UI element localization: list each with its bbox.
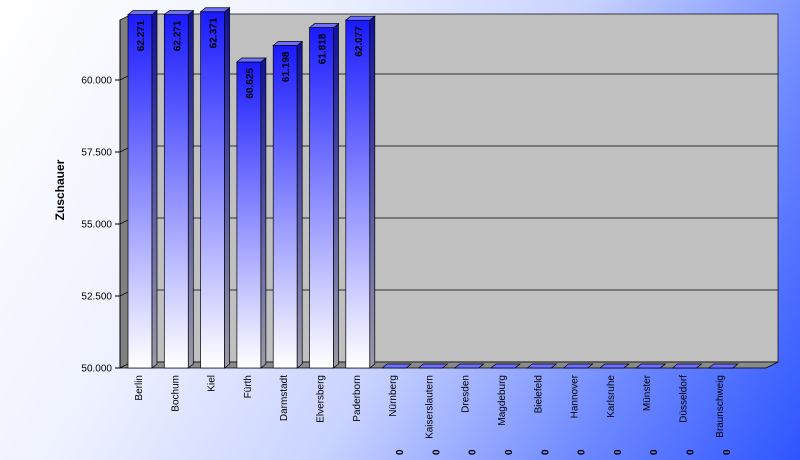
data-label: 0 (613, 449, 624, 455)
bar-top (344, 15, 376, 21)
bar-group: 0 (490, 363, 521, 455)
x-tick-label: Fürth (243, 375, 254, 398)
data-label: 62.371 (209, 17, 220, 48)
bar-side (333, 22, 339, 369)
x-tick-label: Bochum (170, 375, 181, 412)
x-tick-label: Kiel (207, 375, 218, 392)
data-label: 60.625 (245, 68, 256, 99)
x-tick-label: Magdeburg (497, 375, 508, 426)
bar-group: 62.077 (344, 15, 376, 369)
bar-group: 60.625 (235, 57, 267, 369)
bar-top (635, 363, 667, 369)
y-tick-label: 60.000 (81, 76, 112, 87)
data-label: 0 (649, 449, 660, 455)
bar (163, 14, 189, 369)
bar-top (453, 363, 485, 369)
x-tick-label: Bielefeld (533, 375, 544, 413)
bar-top (598, 363, 630, 369)
x-tick-label: Darmstadt (279, 375, 290, 421)
data-label: 0 (431, 449, 442, 455)
data-label: 62.271 (136, 20, 147, 51)
bar-top (235, 57, 267, 63)
bar-group: 61.818 (308, 22, 340, 369)
bar-top (199, 7, 231, 13)
x-tick-label: Paderborn (352, 375, 363, 422)
bar-group: 61.198 (272, 40, 304, 369)
bar-top (308, 23, 340, 28)
bar-group: 0 (562, 363, 594, 455)
data-label: 0 (468, 449, 479, 455)
bar-top (127, 10, 158, 15)
bar-group: 0 (707, 363, 739, 455)
x-tick-label: Elversberg (316, 375, 327, 423)
bars: 62.271 62.271 62.371 60.625 61.198 61.818 62.0… (127, 6, 739, 455)
bar-top (381, 363, 413, 369)
x-tick-label: Münster (642, 374, 653, 411)
bar (200, 11, 225, 369)
data-label: 61.198 (281, 51, 292, 82)
bar (345, 19, 371, 369)
x-tick-label: Berlin (134, 375, 145, 401)
bar-top (490, 363, 521, 369)
x-tick-label: Hannover (570, 374, 581, 418)
bar-top (417, 363, 449, 369)
data-label: 0 (540, 449, 551, 455)
y-tick-label: 55.000 (81, 220, 112, 231)
y-axis-label: Zuschauer (53, 159, 67, 220)
data-label: 0 (577, 449, 588, 455)
data-label: 62.271 (172, 20, 183, 51)
bar-side (224, 6, 230, 369)
y-axis: 50.000 52.500 55.000 57.500 60.000 (81, 20, 121, 375)
bar-top (526, 363, 558, 369)
bar-group: 0 (635, 363, 667, 455)
data-label: 0 (686, 449, 697, 455)
bar (272, 45, 298, 369)
bar-group: 0 (381, 363, 413, 455)
y-tick-label: 50.000 (81, 364, 112, 375)
bar-top (163, 10, 195, 15)
bar-group: 0 (417, 363, 449, 455)
x-tick-label: Karlsruhe (606, 375, 617, 418)
bar-top (272, 41, 304, 46)
bar-group: 0 (526, 363, 558, 455)
bar (309, 27, 334, 369)
y-tick-label: 52.500 (81, 292, 112, 303)
bar-group: 0 (598, 363, 630, 455)
x-tick-label: Braunschweig (715, 375, 726, 438)
data-label: 0 (504, 449, 515, 455)
bar-side (187, 9, 194, 369)
bar (236, 61, 262, 369)
bar-group: 0 (453, 363, 485, 455)
data-label: 0 (395, 449, 406, 455)
bar-side (296, 40, 303, 369)
x-tick-label: Nürnberg (388, 375, 399, 417)
bar-group: 62.271 (163, 9, 195, 369)
x-tick-label: Düsseldorf (679, 375, 690, 423)
bar-side (151, 9, 158, 369)
y-tick-label: 57.500 (81, 148, 112, 159)
bar-group: 0 (671, 363, 703, 455)
data-label: 0 (722, 449, 733, 455)
x-tick-label: Kaiserslautern (424, 375, 435, 439)
bar-top (707, 363, 739, 369)
bar-top (671, 363, 703, 369)
bar-group: 62.371 (199, 6, 231, 369)
x-axis: Berlin Bochum Kiel Fürth Darmstadt Elversberg… (134, 374, 726, 439)
x-tick-label: Dresden (461, 375, 472, 413)
data-label: 62.077 (354, 26, 365, 57)
bar-side (369, 15, 376, 369)
bar (127, 14, 153, 369)
data-label: 61.818 (318, 33, 329, 64)
bar-side (260, 57, 267, 369)
bar-group: 62.271 (127, 9, 158, 369)
bar-top (562, 363, 594, 369)
